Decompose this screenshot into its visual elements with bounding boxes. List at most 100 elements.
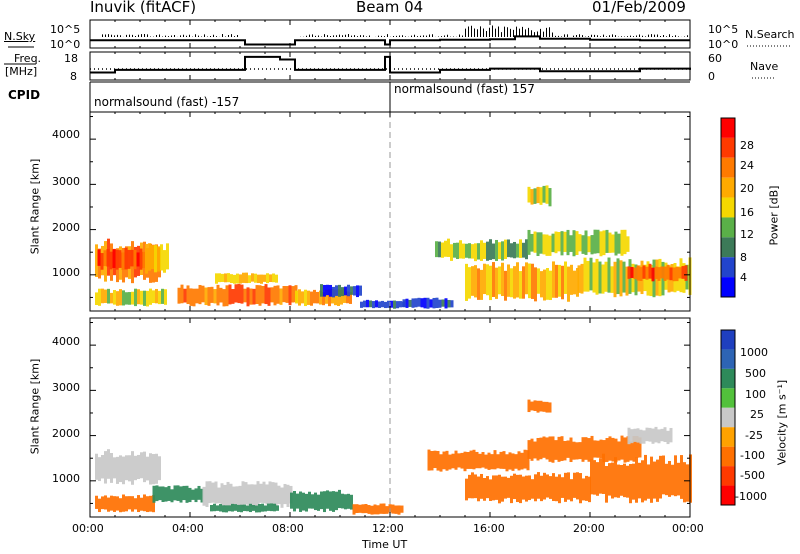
power-heat-strip bbox=[495, 239, 498, 261]
velocity-heat-strip bbox=[370, 505, 374, 515]
power-heat-strip bbox=[243, 288, 247, 303]
power-heat-strip bbox=[310, 291, 313, 306]
velocity-heat-strip bbox=[490, 454, 494, 470]
power-heat-cell bbox=[402, 297, 454, 309]
velocity-heat-strip bbox=[173, 485, 177, 501]
velocity-heat-strip bbox=[113, 496, 116, 512]
velocity-heat-strip bbox=[669, 427, 673, 443]
velocity-ytick: 3000 bbox=[52, 381, 80, 394]
power-heat-strip bbox=[486, 264, 489, 296]
power-heat-strip bbox=[106, 248, 110, 267]
power-heat-strip bbox=[501, 262, 504, 297]
power-heat-strip bbox=[531, 263, 534, 299]
velocity-ytick: 2000 bbox=[52, 427, 80, 440]
velocity-heat-strip bbox=[344, 494, 347, 510]
velocity-heat-strip bbox=[608, 463, 611, 496]
velocity-heat-strip bbox=[222, 505, 225, 513]
velocity-heat-strip bbox=[477, 476, 480, 502]
velocity-heat-strip bbox=[400, 505, 404, 513]
power-heat-strip bbox=[204, 287, 208, 306]
power-heat-strip bbox=[570, 264, 573, 295]
velocity-heat-cell bbox=[95, 494, 155, 513]
velocity-heat-strip bbox=[299, 491, 302, 512]
velocity-heat-strip bbox=[569, 437, 573, 463]
velocity-heat-strip bbox=[161, 486, 165, 503]
power-heat-strip bbox=[298, 289, 301, 306]
velocity-heat-strip bbox=[152, 485, 156, 503]
power-heat-strip bbox=[435, 297, 439, 309]
velocity-heat-strip bbox=[623, 437, 627, 463]
velocity-heat-strip bbox=[116, 496, 119, 511]
power-heat-strip bbox=[155, 288, 158, 304]
velocity-heat-strip bbox=[596, 462, 599, 496]
velocity-heat-strip bbox=[268, 481, 272, 505]
velocity-heat-strip bbox=[585, 475, 588, 501]
velocity-heat-strip bbox=[466, 452, 470, 469]
velocity-heat-strip bbox=[219, 504, 222, 512]
power-heat-strip bbox=[543, 269, 546, 301]
x-tick: 20:00 bbox=[573, 522, 605, 535]
velocity-heat-strip bbox=[653, 461, 656, 499]
velocity-heat-strip bbox=[155, 453, 158, 484]
velocity-heat-strip bbox=[152, 495, 155, 513]
power-heat-strip bbox=[177, 287, 181, 304]
velocity-heat-strip bbox=[641, 460, 644, 503]
velocity-heat-strip bbox=[659, 455, 662, 499]
power-heat-strip bbox=[564, 261, 567, 294]
power-heat-strip bbox=[504, 239, 507, 260]
velocity-heat-strip bbox=[155, 485, 159, 502]
power-heat-strip bbox=[110, 292, 113, 304]
power-heat-strip bbox=[610, 266, 614, 293]
x-tick: 16:00 bbox=[473, 522, 505, 535]
power-heat-strip bbox=[405, 298, 409, 308]
power-heat-strip bbox=[666, 264, 670, 280]
velocity-heat-strip bbox=[481, 452, 485, 468]
power-heat-strip bbox=[154, 245, 157, 273]
velocity-heat-strip bbox=[283, 483, 287, 505]
velocity-heat-strip bbox=[98, 498, 101, 513]
power-heat-strip bbox=[477, 268, 480, 300]
velocity-heat-strip bbox=[290, 492, 293, 509]
power-heat-strip bbox=[272, 273, 275, 283]
velocity-heat-strip bbox=[663, 427, 667, 442]
power-heat-strip bbox=[627, 266, 631, 279]
power-heat-strip bbox=[510, 243, 513, 258]
velocity-heat-strip bbox=[548, 402, 552, 413]
velocity-heat-strip bbox=[593, 460, 596, 495]
velocity-heat-strip bbox=[501, 476, 504, 502]
velocity-heat-strip bbox=[436, 450, 440, 471]
power-heat-strip bbox=[254, 273, 257, 283]
power-heat-strip bbox=[498, 242, 501, 260]
velocity-heat-strip bbox=[665, 463, 668, 496]
velocity-heat-strip bbox=[367, 505, 371, 514]
power-heat-strip bbox=[323, 284, 326, 297]
power-heat-strip bbox=[215, 273, 218, 284]
velocity-heat-strip bbox=[448, 454, 452, 470]
velocity-heat-strip bbox=[578, 442, 582, 460]
power-heat-strip bbox=[183, 288, 187, 303]
power-heat-strip bbox=[261, 285, 265, 304]
velocity-heat-strip bbox=[639, 429, 643, 444]
velocity-heat-strip bbox=[182, 485, 186, 501]
power-heat-strip bbox=[453, 242, 456, 258]
freq-label-top: Freq. bbox=[14, 52, 42, 65]
power-heat-strip bbox=[285, 286, 289, 303]
velocity-heat-strip bbox=[489, 479, 492, 502]
power-heat-strip bbox=[527, 186, 531, 203]
cpid-label: CPID bbox=[8, 88, 41, 102]
velocity-heat-strip bbox=[662, 455, 665, 495]
power-heat-strip bbox=[642, 265, 646, 279]
power-heat-strip bbox=[136, 252, 140, 267]
velocity-heat-strip bbox=[656, 459, 659, 502]
velocity-heat-strip bbox=[534, 474, 537, 502]
velocity-heat-strip bbox=[474, 474, 477, 499]
power-heat-strip bbox=[143, 290, 146, 306]
power-heat-strip bbox=[654, 266, 658, 279]
velocity-heat-strip bbox=[158, 456, 161, 481]
velocity-heat-strip bbox=[617, 441, 621, 461]
power-heat-strip bbox=[266, 273, 269, 284]
power-heat-strip bbox=[139, 248, 143, 270]
power-heat-strip bbox=[441, 299, 445, 307]
velocity-colorbar-segment bbox=[721, 388, 735, 408]
velocity-heat-cell bbox=[427, 449, 530, 472]
